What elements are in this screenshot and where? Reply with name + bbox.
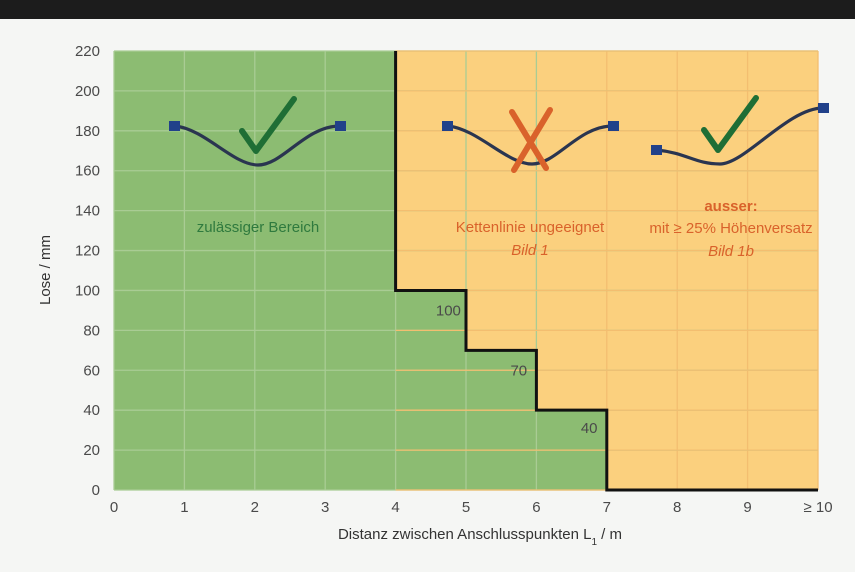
catenary-curve	[173, 124, 342, 167]
y-tick-label: 100	[75, 282, 100, 299]
catenary-offset-check-icon	[651, 95, 829, 166]
exception-label: mit ≥ 25% Höhenversatz	[649, 220, 812, 237]
y-tick-label: 220	[75, 43, 100, 60]
catenary-check-icon	[169, 96, 346, 167]
x-tick-label: 7	[603, 499, 611, 516]
y-tick-label: 0	[92, 482, 100, 499]
cross-mark	[509, 107, 553, 173]
exception-ref: Bild 1b	[708, 243, 754, 260]
x-tick-label: 0	[110, 499, 118, 516]
x-tick-label: 6	[532, 499, 540, 516]
anchor-point-left	[651, 145, 662, 155]
anchor-point-left	[442, 121, 453, 131]
x-tick-label: 8	[673, 499, 681, 516]
x-axis-title: Distanz zwischen Anschlusspunkten L1 / m	[338, 526, 622, 548]
y-tick-label: 160	[75, 163, 100, 180]
x-tick-label: 4	[391, 499, 399, 516]
y-tick-label: 200	[75, 83, 100, 100]
catenary-curve	[446, 124, 615, 166]
step-value-label: 40	[581, 420, 598, 437]
x-tick-label: 9	[743, 499, 751, 516]
unsuitable-region-ref: Bild 1	[511, 242, 549, 259]
anchor-point-left	[169, 121, 180, 131]
catenary-cross-icon	[442, 107, 619, 173]
exception-title: ausser:	[704, 198, 757, 215]
x-tick-label: 3	[321, 499, 329, 516]
step-value-label: 100	[436, 302, 461, 319]
y-tick-label: 20	[83, 442, 100, 459]
check-mark	[701, 95, 759, 153]
y-tick-label: 120	[75, 243, 100, 260]
anchor-point-right	[608, 121, 619, 131]
y-axis-title: Lose / mm	[37, 235, 54, 305]
y-tick-label: 60	[83, 362, 100, 379]
allowed-region	[114, 51, 607, 490]
check-mark	[239, 96, 297, 154]
y-tick-label: 140	[75, 203, 100, 220]
anchor-point-right	[335, 121, 346, 131]
x-tick-label: 5	[462, 499, 470, 516]
allowed-region-label: zulässiger Bereich	[197, 219, 320, 236]
y-tick-label: 40	[83, 402, 100, 419]
boundary-step-line	[394, 51, 818, 492]
x-tick-label: 2	[251, 499, 259, 516]
unsuitable-region-label: Kettenlinie ungeeignet	[456, 219, 605, 236]
x-tick-label: ≥ 10	[803, 499, 832, 516]
y-tick-label: 80	[83, 322, 100, 339]
catenary-curve	[655, 106, 825, 166]
step-value-label: 70	[510, 362, 527, 379]
y-tick-label: 180	[75, 123, 100, 140]
x-tick-label: 1	[180, 499, 188, 516]
top-bar	[0, 0, 855, 19]
anchor-point-right	[818, 103, 829, 113]
